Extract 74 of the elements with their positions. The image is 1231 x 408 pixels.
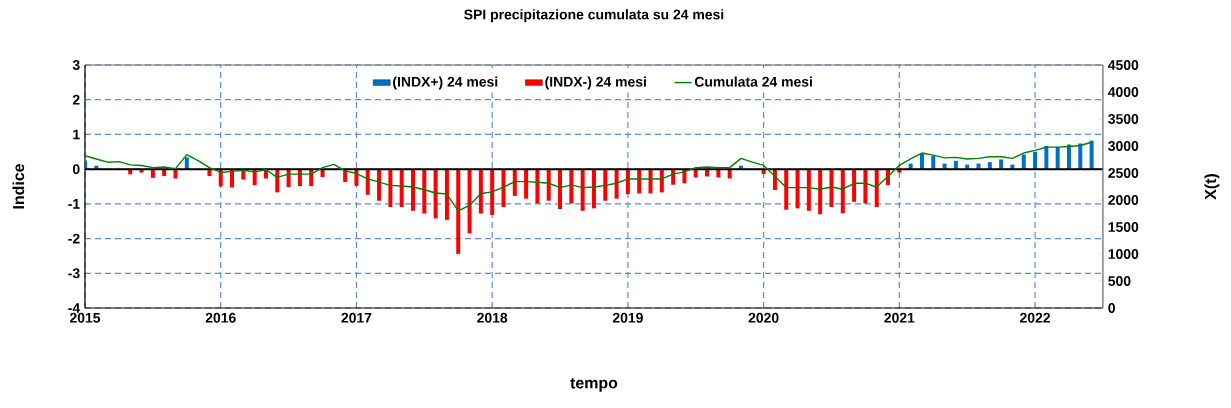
bar: [512, 169, 517, 196]
bar: [377, 169, 382, 201]
bar: [806, 169, 811, 211]
bar: [546, 169, 551, 201]
y-tick-label: 2: [72, 94, 80, 105]
bar: [478, 169, 483, 214]
x-tick-label: 2020: [748, 312, 779, 323]
x-tick-label: 2018: [477, 312, 508, 323]
y2-tick-label: 4000: [1107, 87, 1139, 97]
y-tick-label: 0: [72, 164, 80, 175]
bar: [840, 169, 845, 214]
y2-tick-label: 500: [1108, 276, 1131, 286]
x-tick-label: 2019: [612, 312, 643, 323]
y2-tick-label: 4500: [1107, 60, 1139, 70]
bar: [1089, 140, 1094, 170]
bar: [422, 169, 427, 214]
x-tick-label: 2015: [69, 312, 101, 323]
bar: [829, 169, 834, 207]
bar: [603, 169, 608, 201]
x-tick-label: 2016: [205, 312, 236, 323]
bar: [173, 169, 178, 179]
legend-label: (INDX-) 24 mesi: [545, 76, 646, 90]
bar: [444, 169, 449, 220]
y-tick-label: 3: [72, 60, 80, 70]
bar: [184, 157, 189, 170]
bar: [399, 169, 404, 207]
bar: [558, 169, 563, 210]
y2-tick-label: 2500: [1108, 168, 1139, 178]
y-axis-title: Indice: [12, 164, 25, 209]
chart-title: SPI precipitazione cumulata su 24 mesi: [464, 9, 724, 23]
bar: [591, 169, 596, 209]
y-tick-label: -2: [68, 233, 80, 244]
bar: [863, 169, 868, 204]
y2-tick-label: 3500: [1108, 114, 1139, 124]
bar: [1021, 154, 1026, 170]
bar: [580, 169, 585, 211]
bar: [490, 169, 495, 215]
bar: [456, 169, 461, 254]
legend-label: Cumulata 24 mesi: [694, 76, 812, 87]
y2-tick-label: 1000: [1108, 249, 1139, 259]
y2-tick-label: 2000: [1108, 195, 1139, 205]
bar: [614, 169, 619, 199]
y2-tick-label: 3000: [1108, 141, 1139, 151]
bar: [467, 169, 472, 234]
bar: [852, 169, 857, 202]
bar: [524, 169, 529, 199]
x-tick-label: 2022: [1020, 312, 1051, 323]
y-tick-label: -4: [68, 303, 81, 313]
y-tick-label: -1: [68, 199, 80, 209]
bar: [569, 169, 574, 204]
bar: [535, 169, 540, 204]
y-tick-label: 1: [73, 129, 80, 140]
x-tick-label: 2021: [884, 312, 915, 323]
y2-axis-title: X(t): [1204, 174, 1220, 200]
legend-label: (INDX+) 24 mesi: [393, 76, 498, 90]
bar: [795, 169, 800, 209]
bar: [727, 169, 732, 179]
bar: [365, 169, 370, 195]
y-tick-label: -3: [68, 268, 80, 279]
bar: [818, 169, 823, 215]
bar: [1078, 143, 1083, 170]
bar: [433, 169, 438, 219]
x-axis-title: tempo: [570, 377, 618, 392]
y2-tick-label: 1500: [1108, 222, 1139, 232]
bar: [784, 169, 789, 210]
y2-tick-label: 0: [1108, 303, 1115, 313]
bar: [874, 169, 879, 207]
bar: [931, 155, 936, 170]
bar: [388, 169, 393, 207]
bar: [1055, 146, 1060, 170]
bar: [1033, 151, 1038, 170]
bar: [411, 169, 415, 211]
x-tick-label: 2017: [341, 312, 372, 323]
bar: [501, 169, 506, 207]
